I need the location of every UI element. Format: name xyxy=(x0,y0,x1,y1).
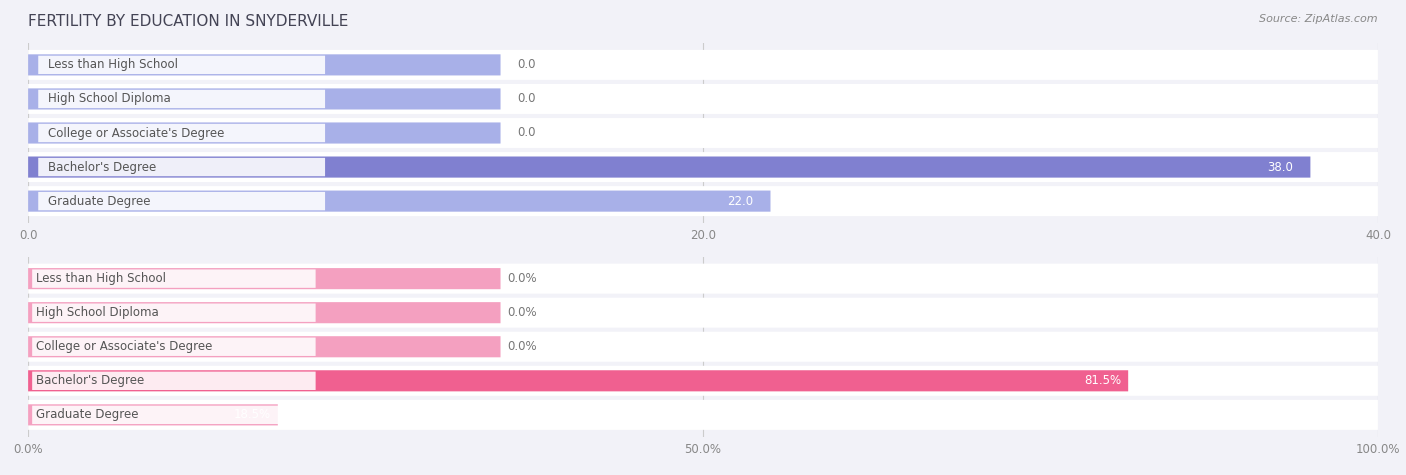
Text: 0.0: 0.0 xyxy=(517,93,536,105)
FancyBboxPatch shape xyxy=(28,152,1378,182)
Text: 0.0: 0.0 xyxy=(517,58,536,71)
FancyBboxPatch shape xyxy=(28,84,1378,114)
FancyBboxPatch shape xyxy=(28,54,501,76)
FancyBboxPatch shape xyxy=(28,88,501,110)
FancyBboxPatch shape xyxy=(38,158,325,176)
Text: 0.0%: 0.0% xyxy=(508,340,537,353)
FancyBboxPatch shape xyxy=(28,264,1378,294)
Text: 0.0%: 0.0% xyxy=(508,306,537,319)
FancyBboxPatch shape xyxy=(28,268,501,289)
Text: Graduate Degree: Graduate Degree xyxy=(37,408,139,421)
FancyBboxPatch shape xyxy=(28,400,1378,430)
FancyBboxPatch shape xyxy=(32,269,315,288)
FancyBboxPatch shape xyxy=(28,298,1378,328)
FancyBboxPatch shape xyxy=(28,50,1378,80)
Text: College or Associate's Degree: College or Associate's Degree xyxy=(48,126,225,140)
FancyBboxPatch shape xyxy=(32,338,315,356)
FancyBboxPatch shape xyxy=(28,123,501,143)
FancyBboxPatch shape xyxy=(38,56,325,74)
Text: Bachelor's Degree: Bachelor's Degree xyxy=(48,161,156,173)
Text: High School Diploma: High School Diploma xyxy=(48,93,172,105)
FancyBboxPatch shape xyxy=(28,404,278,426)
Text: 18.5%: 18.5% xyxy=(233,408,271,421)
Text: 0.0: 0.0 xyxy=(517,126,536,140)
FancyBboxPatch shape xyxy=(28,336,501,357)
FancyBboxPatch shape xyxy=(38,90,325,108)
FancyBboxPatch shape xyxy=(28,366,1378,396)
Text: 0.0%: 0.0% xyxy=(508,272,537,285)
Text: 81.5%: 81.5% xyxy=(1084,374,1122,387)
Text: High School Diploma: High School Diploma xyxy=(37,306,159,319)
Text: Less than High School: Less than High School xyxy=(37,272,166,285)
FancyBboxPatch shape xyxy=(28,332,1378,362)
Text: 38.0: 38.0 xyxy=(1268,161,1294,173)
FancyBboxPatch shape xyxy=(28,186,1378,216)
Text: Less than High School: Less than High School xyxy=(48,58,179,71)
Text: Source: ZipAtlas.com: Source: ZipAtlas.com xyxy=(1260,14,1378,24)
FancyBboxPatch shape xyxy=(38,192,325,210)
FancyBboxPatch shape xyxy=(28,156,1310,178)
Text: Bachelor's Degree: Bachelor's Degree xyxy=(37,374,145,387)
FancyBboxPatch shape xyxy=(28,302,501,323)
FancyBboxPatch shape xyxy=(38,124,325,142)
FancyBboxPatch shape xyxy=(32,371,315,390)
Text: College or Associate's Degree: College or Associate's Degree xyxy=(37,340,212,353)
FancyBboxPatch shape xyxy=(28,370,1128,391)
Text: Graduate Degree: Graduate Degree xyxy=(48,195,150,208)
Text: 22.0: 22.0 xyxy=(727,195,754,208)
Text: FERTILITY BY EDUCATION IN SNYDERVILLE: FERTILITY BY EDUCATION IN SNYDERVILLE xyxy=(28,14,349,29)
FancyBboxPatch shape xyxy=(28,190,770,212)
FancyBboxPatch shape xyxy=(32,406,315,424)
FancyBboxPatch shape xyxy=(32,304,315,322)
FancyBboxPatch shape xyxy=(28,118,1378,148)
